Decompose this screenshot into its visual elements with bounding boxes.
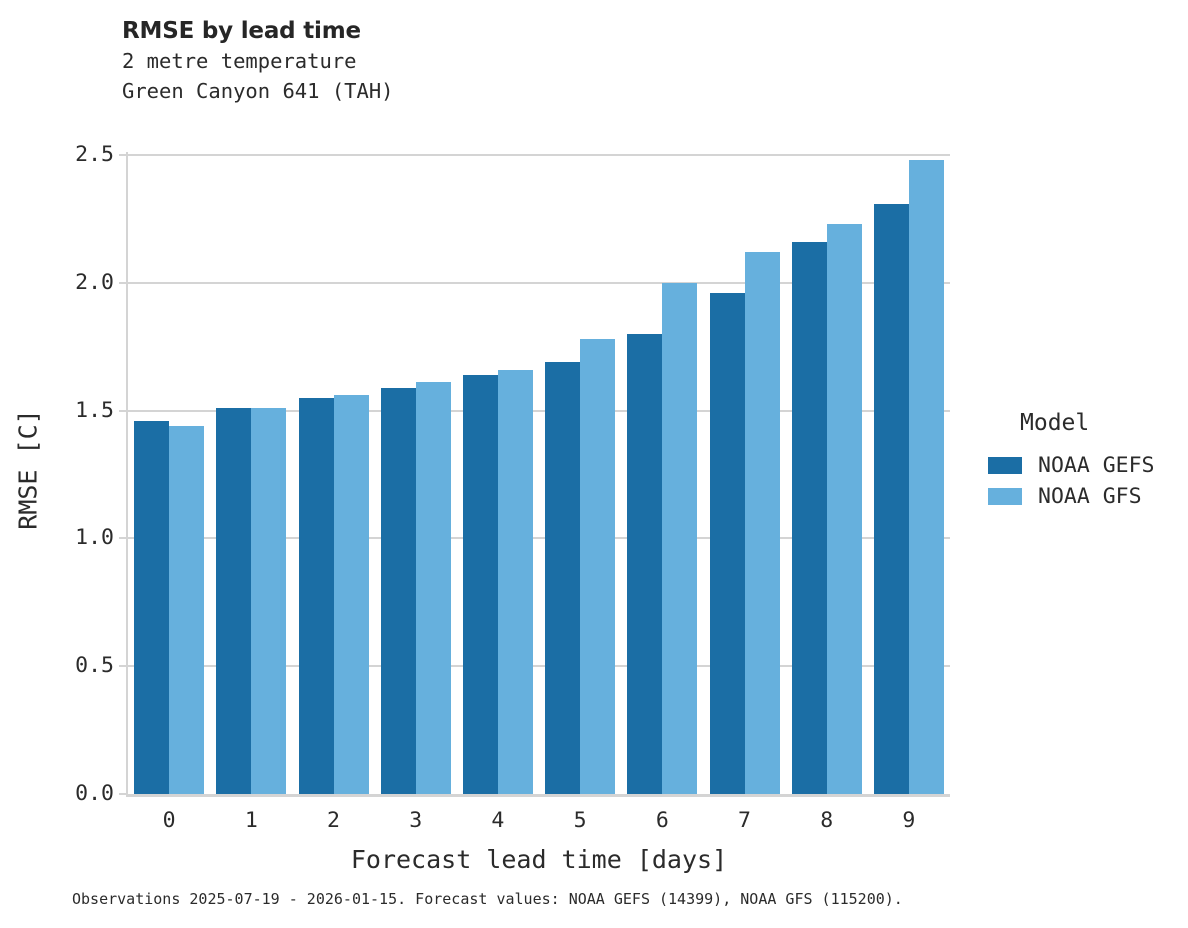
x-axis-tick-label: 9 bbox=[902, 808, 916, 833]
x-axis-tick-label: 2 bbox=[327, 808, 340, 833]
bar-noaa-gfs-day-4 bbox=[497, 369, 533, 794]
legend-swatch-icon bbox=[988, 457, 1022, 474]
y-axis-spine bbox=[126, 152, 128, 797]
bar-noaa-gefs-day-0 bbox=[134, 420, 170, 794]
x-axis-title: Forecast lead time [days] bbox=[350, 845, 728, 874]
gridline bbox=[128, 281, 950, 284]
bar-noaa-gefs-day-6 bbox=[627, 333, 663, 794]
y-axis-tick bbox=[119, 665, 126, 668]
bar-noaa-gfs-day-7 bbox=[744, 252, 780, 794]
y-axis-tick-labels: 0.0 0.5 1.0 1.5 2.0 2.5 bbox=[38, 0, 114, 928]
x-axis-tick-label: 3 bbox=[409, 808, 423, 833]
gridline bbox=[128, 665, 950, 668]
y-axis-tick-label: 0.0 bbox=[75, 781, 114, 806]
gridline bbox=[128, 409, 950, 412]
y-axis-tick-label: 2.0 bbox=[75, 269, 114, 295]
title-block: RMSE by lead time 2 metre temperature Gr… bbox=[122, 16, 822, 106]
y-axis-tick bbox=[119, 793, 126, 795]
bar-noaa-gfs-day-5 bbox=[580, 339, 616, 794]
legend-item-noaa-gfs[interactable]: NOAA GFS bbox=[988, 481, 1188, 512]
gridline bbox=[128, 537, 950, 540]
gridline bbox=[128, 154, 950, 156]
y-axis-title: RMSE [C] bbox=[13, 409, 43, 530]
legend-item-noaa-gefs[interactable]: NOAA GEFS bbox=[988, 450, 1188, 481]
chart-subtitle-variable: 2 metre temperature bbox=[122, 49, 357, 73]
bar-noaa-gfs-day-3 bbox=[415, 382, 451, 794]
bar-noaa-gefs-day-7 bbox=[709, 293, 745, 794]
bar-noaa-gefs-day-9 bbox=[873, 203, 909, 794]
bar-noaa-gefs-day-8 bbox=[791, 241, 827, 794]
y-axis-tick-label: 2.5 bbox=[75, 142, 114, 167]
x-axis-tick-label: 7 bbox=[738, 808, 751, 833]
x-axis-tick-label: 0 bbox=[162, 808, 176, 833]
y-axis-tick-label: 0.5 bbox=[75, 653, 114, 679]
x-axis-tick-label: 4 bbox=[491, 808, 505, 833]
legend-item-label: NOAA GFS bbox=[1038, 483, 1142, 509]
x-axis-tick-label: 6 bbox=[655, 808, 669, 833]
x-axis-tick-label: 1 bbox=[244, 808, 258, 833]
plot-area bbox=[128, 154, 950, 794]
legend-items: NOAA GEFS NOAA GFS bbox=[988, 450, 1188, 512]
bar-noaa-gfs-day-6 bbox=[662, 282, 698, 794]
chart-subtitle-location: Green Canyon 641 (TAH) bbox=[122, 79, 394, 103]
legend-title: Model bbox=[1020, 410, 1090, 436]
x-axis-spine bbox=[126, 794, 950, 797]
bar-noaa-gfs-day-1 bbox=[251, 408, 287, 794]
y-axis-tick bbox=[119, 281, 126, 284]
y-axis-tick-label: 1.5 bbox=[75, 397, 114, 423]
bar-noaa-gefs-day-1 bbox=[216, 408, 252, 794]
legend: Model NOAA GEFS NOAA GFS bbox=[988, 408, 1188, 512]
x-axis-tick-label: 8 bbox=[820, 808, 834, 833]
legend-swatch-icon bbox=[988, 488, 1022, 505]
legend-item-label: NOAA GEFS bbox=[1038, 452, 1155, 478]
page-title: RMSE by lead time bbox=[122, 18, 361, 44]
bar-noaa-gefs-day-5 bbox=[545, 362, 581, 794]
bar-noaa-gfs-day-8 bbox=[826, 224, 862, 794]
bar-noaa-gefs-day-2 bbox=[298, 397, 334, 794]
y-axis-tick bbox=[119, 409, 126, 412]
bar-noaa-gefs-day-3 bbox=[380, 387, 416, 794]
bar-noaa-gefs-day-4 bbox=[462, 374, 498, 794]
y-axis-tick bbox=[119, 537, 126, 540]
bar-noaa-gfs-day-0 bbox=[169, 425, 205, 794]
bar-noaa-gfs-day-2 bbox=[333, 395, 369, 794]
y-axis-tick-label: 1.0 bbox=[75, 525, 114, 551]
x-axis-tick-label: 5 bbox=[573, 808, 587, 833]
bar-noaa-gfs-day-9 bbox=[908, 160, 944, 794]
y-axis-tick bbox=[119, 154, 126, 156]
footer-note: Observations 2025-07-19 - 2026-01-15. Fo… bbox=[72, 890, 903, 908]
